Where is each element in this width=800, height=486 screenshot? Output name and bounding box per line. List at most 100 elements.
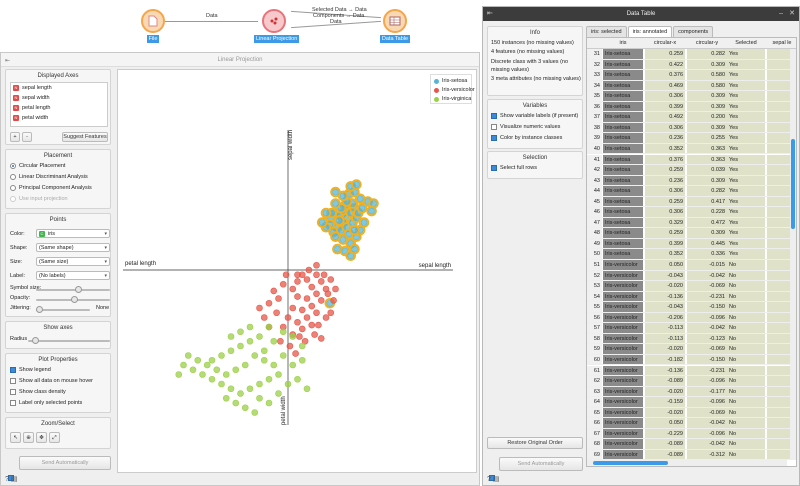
row-index[interactable]: 53 bbox=[587, 281, 602, 291]
pan-icon[interactable]: ✥ bbox=[36, 432, 47, 443]
cell-circular-y[interactable]: 0.445 bbox=[687, 238, 727, 249]
cell-circular-x[interactable]: 0.236 bbox=[645, 133, 685, 143]
table-row[interactable]: 38 Iris-setosa 0.306 0.309 Yes bbox=[587, 122, 796, 134]
cell-sepal-length[interactable] bbox=[767, 154, 796, 165]
cell-sepal-length[interactable] bbox=[767, 228, 796, 238]
cell-iris[interactable]: Iris-versicolor bbox=[603, 281, 643, 291]
table-row[interactable]: 60 Iris-versicolor -0.182 -0.150 No bbox=[587, 354, 796, 366]
tab-iris-selected[interactable]: iris: selected bbox=[586, 26, 627, 37]
cell-circular-y[interactable]: 0.363 bbox=[687, 143, 727, 154]
table-row[interactable]: 36 Iris-setosa 0.399 0.309 Yes bbox=[587, 101, 796, 113]
cell-circular-y[interactable]: 0.580 bbox=[687, 80, 727, 91]
cell-sepal-length[interactable] bbox=[767, 354, 796, 365]
cell-sepal-length[interactable] bbox=[767, 281, 796, 291]
placement-pca[interactable]: Principal Component Analysis bbox=[10, 185, 92, 191]
cell-iris[interactable]: Iris-setosa bbox=[603, 143, 643, 154]
class-density-checkbox[interactable]: Show class density bbox=[10, 389, 66, 395]
cell-circular-y[interactable]: 0.282 bbox=[687, 49, 727, 59]
cell-iris[interactable]: Iris-versicolor bbox=[603, 344, 643, 354]
table-row[interactable]: 68 Iris-versicolor -0.089 -0.042 No bbox=[587, 439, 796, 450]
row-index[interactable]: 66 bbox=[587, 418, 602, 428]
row-index[interactable]: 60 bbox=[587, 354, 602, 365]
cell-sepal-length[interactable] bbox=[767, 80, 796, 91]
fit-icon[interactable]: ⤢ bbox=[49, 432, 60, 443]
cell-selected[interactable]: No bbox=[727, 323, 765, 333]
data-grid[interactable]: iris circular-x circular-y Selected sepa… bbox=[586, 37, 797, 467]
cell-selected[interactable]: Yes bbox=[727, 207, 765, 217]
jittering-slider[interactable] bbox=[36, 306, 90, 313]
cell-sepal-length[interactable] bbox=[767, 291, 796, 302]
cell-iris[interactable]: Iris-versicolor bbox=[603, 323, 643, 333]
cell-selected[interactable]: No bbox=[727, 302, 765, 312]
row-index[interactable]: 48 bbox=[587, 228, 602, 238]
cell-circular-x[interactable]: -0.043 bbox=[645, 302, 685, 312]
table-row[interactable]: 45 Iris-setosa 0.259 0.417 Yes bbox=[587, 196, 796, 208]
cell-iris[interactable]: Iris-setosa bbox=[603, 49, 643, 59]
row-index[interactable]: 65 bbox=[587, 407, 602, 418]
pointer-icon[interactable]: ↖ bbox=[10, 432, 21, 443]
cell-circular-y[interactable]: 0.039 bbox=[687, 165, 727, 175]
cell-iris[interactable]: Iris-setosa bbox=[603, 101, 643, 112]
cell-circular-x[interactable]: 0.492 bbox=[645, 112, 685, 122]
cell-circular-y[interactable]: -0.069 bbox=[687, 281, 727, 291]
cell-selected[interactable]: Yes bbox=[727, 154, 765, 165]
auto-send-checkbox[interactable] bbox=[8, 475, 14, 481]
row-index[interactable]: 56 bbox=[587, 312, 602, 323]
table-row[interactable]: 67 Iris-versicolor -0.229 -0.096 No bbox=[587, 428, 796, 440]
cell-sepal-length[interactable] bbox=[767, 165, 796, 175]
row-index[interactable]: 55 bbox=[587, 302, 602, 312]
report-icon[interactable]: ▤ bbox=[492, 476, 500, 483]
cell-circular-y[interactable]: 0.309 bbox=[687, 59, 727, 70]
cell-circular-y[interactable]: -0.123 bbox=[687, 333, 727, 344]
cell-iris[interactable]: Iris-versicolor bbox=[603, 386, 643, 397]
cell-circular-y[interactable]: 0.309 bbox=[687, 228, 727, 238]
cell-selected[interactable]: No bbox=[727, 407, 765, 418]
row-index[interactable]: 35 bbox=[587, 91, 602, 101]
cell-circular-y[interactable]: -0.150 bbox=[687, 354, 727, 365]
cell-selected[interactable]: Yes bbox=[727, 238, 765, 249]
add-axis-button[interactable]: + bbox=[10, 132, 20, 142]
row-index[interactable]: 40 bbox=[587, 143, 602, 154]
placement-circular[interactable]: Circular Placement bbox=[10, 163, 65, 169]
table-row[interactable]: 35 Iris-setosa 0.306 0.309 Yes bbox=[587, 91, 796, 102]
cell-circular-y[interactable]: 0.282 bbox=[687, 186, 727, 196]
cell-circular-x[interactable]: -0.136 bbox=[645, 291, 685, 302]
cell-circular-x[interactable]: 0.399 bbox=[645, 101, 685, 112]
cell-circular-y[interactable]: -0.231 bbox=[687, 365, 727, 376]
cell-selected[interactable]: Yes bbox=[727, 91, 765, 101]
table-row[interactable]: 56 Iris-versicolor -0.206 -0.096 No bbox=[587, 312, 796, 324]
table-row[interactable]: 39 Iris-setosa 0.236 0.255 Yes bbox=[587, 133, 796, 144]
row-index[interactable]: 59 bbox=[587, 344, 602, 354]
cell-iris[interactable]: Iris-versicolor bbox=[603, 333, 643, 344]
cell-iris[interactable]: Iris-setosa bbox=[603, 59, 643, 70]
cell-circular-x[interactable]: -0.113 bbox=[645, 323, 685, 333]
table-row[interactable]: 37 Iris-setosa 0.492 0.200 Yes bbox=[587, 112, 796, 123]
cell-selected[interactable]: Yes bbox=[727, 133, 765, 143]
cell-circular-y[interactable]: -0.231 bbox=[687, 291, 727, 302]
cell-circular-x[interactable]: -0.020 bbox=[645, 407, 685, 418]
cell-circular-x[interactable]: 0.306 bbox=[645, 207, 685, 217]
show-labels-checkbox[interactable]: Show variable labels (if present) bbox=[491, 113, 578, 119]
cell-selected[interactable]: No bbox=[727, 281, 765, 291]
cell-circular-y[interactable]: -0.096 bbox=[687, 312, 727, 323]
row-index[interactable]: 51 bbox=[587, 260, 602, 270]
row-index[interactable]: 64 bbox=[587, 397, 602, 407]
cell-iris[interactable]: Iris-setosa bbox=[603, 154, 643, 165]
row-index[interactable]: 32 bbox=[587, 59, 602, 70]
row-index[interactable]: 34 bbox=[587, 80, 602, 91]
cell-sepal-length[interactable] bbox=[767, 196, 796, 207]
table-row[interactable]: 32 Iris-setosa 0.422 0.309 Yes bbox=[587, 59, 796, 71]
radius-slider[interactable] bbox=[28, 337, 110, 344]
minimize-icon[interactable]: – bbox=[779, 10, 783, 17]
cell-sepal-length[interactable] bbox=[767, 143, 796, 154]
cell-circular-x[interactable]: -0.136 bbox=[645, 365, 685, 376]
row-index[interactable]: 46 bbox=[587, 207, 602, 217]
cell-circular-x[interactable]: 0.259 bbox=[645, 196, 685, 207]
cell-selected[interactable]: No bbox=[727, 354, 765, 365]
cell-iris[interactable]: Iris-setosa bbox=[603, 80, 643, 91]
cell-circular-x[interactable]: 0.352 bbox=[645, 143, 685, 154]
